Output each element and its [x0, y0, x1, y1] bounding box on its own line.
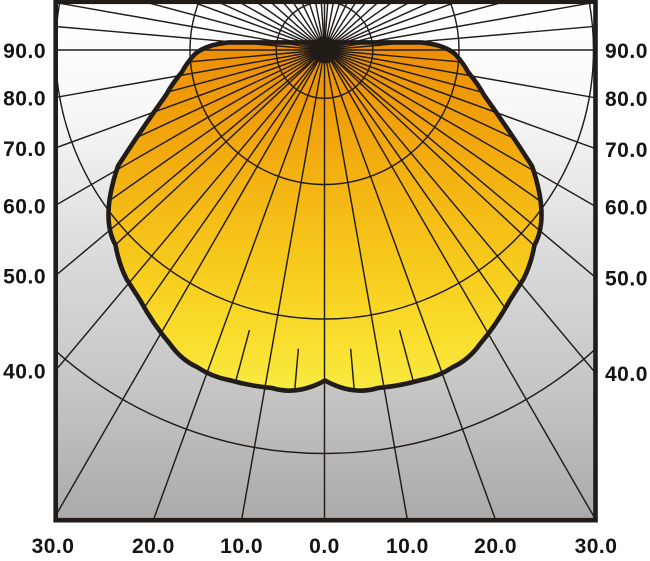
svg-text:30.0: 30.0: [575, 535, 618, 558]
svg-text:60.0: 60.0: [605, 197, 648, 220]
svg-text:40.0: 40.0: [3, 361, 46, 384]
svg-text:80.0: 80.0: [3, 88, 46, 111]
svg-text:90.0: 90.0: [605, 40, 648, 63]
svg-text:80.0: 80.0: [605, 88, 648, 111]
svg-text:50.0: 50.0: [605, 268, 648, 291]
svg-text:10.0: 10.0: [220, 535, 263, 558]
svg-text:0.0: 0.0: [309, 535, 340, 558]
svg-text:70.0: 70.0: [3, 138, 46, 161]
svg-text:10.0: 10.0: [386, 535, 429, 558]
svg-text:60.0: 60.0: [3, 195, 46, 218]
svg-text:70.0: 70.0: [605, 139, 648, 162]
svg-text:40.0: 40.0: [605, 363, 648, 386]
svg-text:90.0: 90.0: [3, 40, 46, 63]
svg-text:20.0: 20.0: [474, 535, 517, 558]
svg-text:20.0: 20.0: [132, 535, 175, 558]
svg-text:50.0: 50.0: [3, 266, 46, 289]
svg-text:30.0: 30.0: [32, 535, 75, 558]
